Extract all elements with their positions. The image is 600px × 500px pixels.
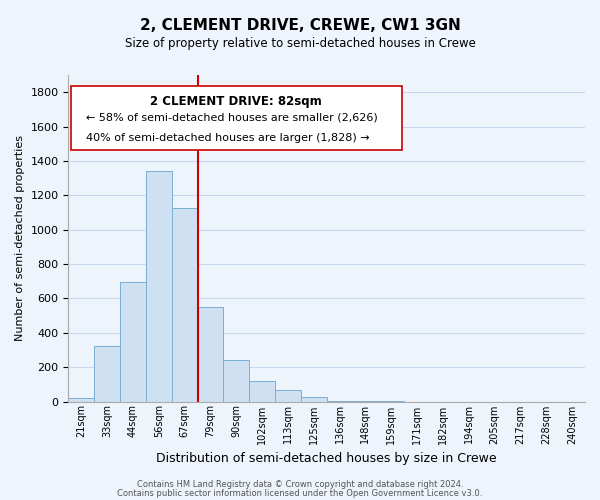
Text: Size of property relative to semi-detached houses in Crewe: Size of property relative to semi-detach… xyxy=(125,38,475,51)
Bar xyxy=(146,171,172,402)
Text: 2 CLEMENT DRIVE: 82sqm: 2 CLEMENT DRIVE: 82sqm xyxy=(151,94,322,108)
Text: Contains HM Land Registry data © Crown copyright and database right 2024.: Contains HM Land Registry data © Crown c… xyxy=(137,480,463,489)
Bar xyxy=(327,400,353,402)
Bar xyxy=(120,282,146,402)
Bar xyxy=(301,397,327,402)
Bar xyxy=(197,307,223,402)
Bar xyxy=(275,390,301,402)
Bar xyxy=(249,381,275,402)
Text: 40% of semi-detached houses are larger (1,828) →: 40% of semi-detached houses are larger (… xyxy=(86,132,370,142)
Bar xyxy=(172,208,197,402)
Text: 2, CLEMENT DRIVE, CREWE, CW1 3GN: 2, CLEMENT DRIVE, CREWE, CW1 3GN xyxy=(140,18,460,32)
Text: Contains public sector information licensed under the Open Government Licence v3: Contains public sector information licen… xyxy=(118,488,482,498)
Bar xyxy=(223,360,249,402)
FancyBboxPatch shape xyxy=(71,86,401,150)
Bar xyxy=(68,398,94,402)
Bar xyxy=(94,346,120,402)
Y-axis label: Number of semi-detached properties: Number of semi-detached properties xyxy=(15,136,25,342)
Text: ← 58% of semi-detached houses are smaller (2,626): ← 58% of semi-detached houses are smalle… xyxy=(86,112,378,122)
X-axis label: Distribution of semi-detached houses by size in Crewe: Distribution of semi-detached houses by … xyxy=(157,452,497,465)
